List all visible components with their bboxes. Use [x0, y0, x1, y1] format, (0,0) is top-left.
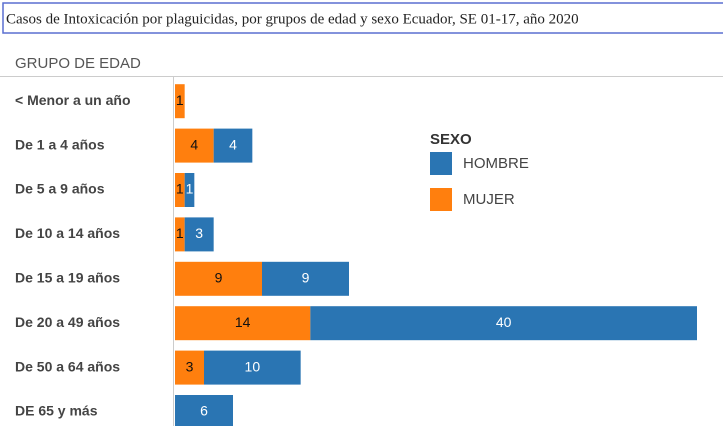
data-label: 4	[190, 136, 198, 152]
data-label: 6	[200, 403, 208, 419]
chart-title: Casos de Intoxicación por plaguicidas, p…	[6, 11, 579, 27]
category-label: De 50 a 64 años	[15, 358, 120, 374]
data-label: 9	[215, 270, 223, 286]
category-label: < Menor a un año	[15, 92, 131, 108]
legend-swatch	[430, 188, 452, 211]
bar-segment	[175, 306, 311, 341]
bar-segment	[175, 128, 214, 163]
bar-segment	[175, 261, 262, 296]
category-label: De 15 a 19 años	[15, 270, 120, 286]
bar-segment	[213, 128, 253, 163]
bar-segment	[310, 306, 697, 341]
axis-label: GRUPO DE EDAD	[15, 55, 141, 72]
bar-segment	[175, 217, 185, 252]
category-label: De 10 a 14 años	[15, 225, 120, 241]
legend-title: SEXO	[430, 131, 472, 148]
bar-segment	[175, 84, 185, 119]
bar-segment	[184, 173, 195, 207]
bar-segment	[262, 261, 349, 296]
data-label: 1	[176, 92, 184, 108]
data-label: 1	[186, 181, 194, 197]
bar-segment	[175, 350, 204, 385]
title-box	[2, 2, 723, 34]
category-label: DE 65 y más	[15, 403, 98, 419]
data-label: 3	[195, 225, 203, 241]
data-label: 4	[229, 136, 237, 152]
legend-label: HOMBRE	[463, 155, 529, 172]
bar-segment	[175, 173, 185, 207]
bar-segment	[184, 217, 214, 252]
category-label: De 5 a 9 años	[15, 181, 105, 197]
bar-segment	[204, 350, 301, 385]
data-label: 14	[235, 314, 251, 330]
data-label: 3	[186, 358, 194, 374]
data-label: 9	[302, 270, 310, 286]
data-label: 10	[245, 358, 261, 374]
data-label: 1	[176, 225, 184, 241]
legend-label: MUJER	[463, 191, 515, 208]
legend-swatch	[430, 152, 452, 175]
bar-segment	[175, 395, 233, 426]
category-label: De 20 a 49 años	[15, 314, 120, 330]
data-label: 1	[176, 181, 184, 197]
category-label: De 1 a 4 años	[15, 136, 105, 152]
data-label: 40	[496, 314, 512, 330]
